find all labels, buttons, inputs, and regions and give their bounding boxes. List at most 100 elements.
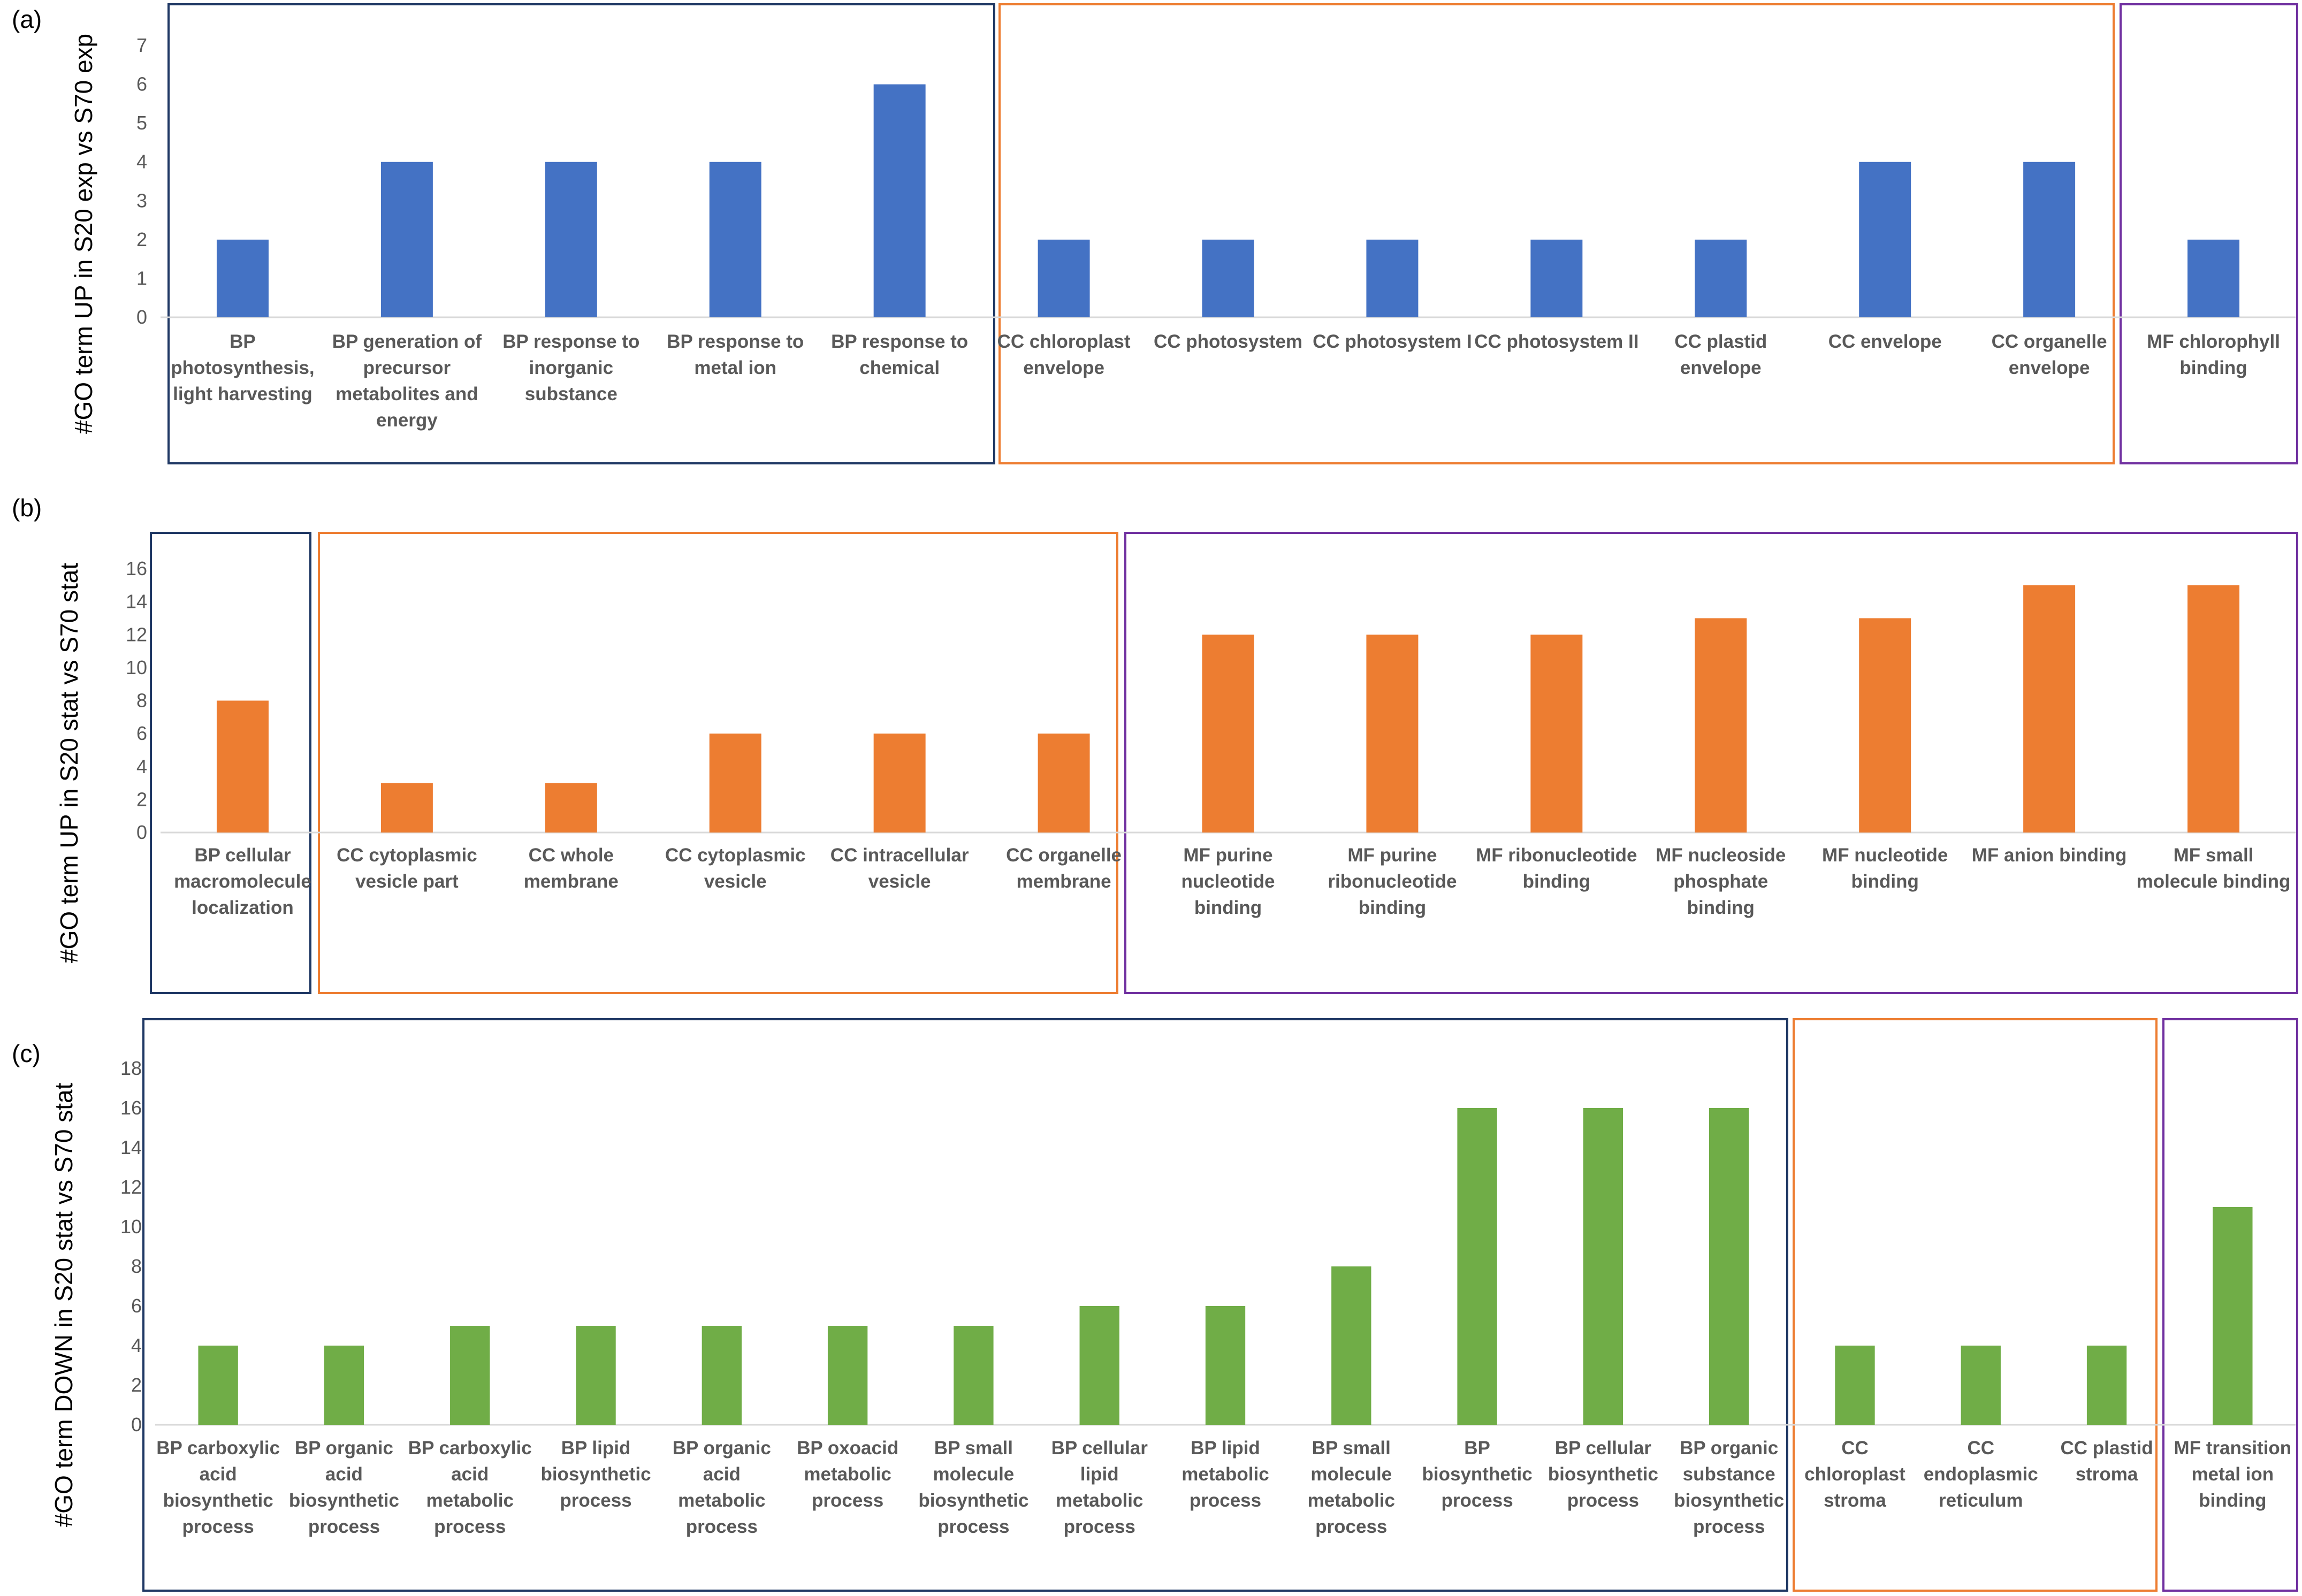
bar <box>1530 635 1583 833</box>
category-label: MF anion binding <box>1972 845 2127 866</box>
y-tick-label: 10 <box>126 656 147 678</box>
y-tick-label: 4 <box>136 151 147 173</box>
category-label: BP cellular macromolecule localization <box>174 845 311 918</box>
bar <box>2023 585 2076 833</box>
y-axis-title: #GO term DOWN in S20 stat vs S70 stat <box>50 1082 78 1527</box>
group-box-cc <box>998 3 2115 464</box>
panel-label: (a) <box>12 5 42 33</box>
y-tick-label: 1 <box>136 267 147 289</box>
bar <box>827 1326 868 1425</box>
category-label: CC plastid stroma <box>2061 1438 2153 1485</box>
bar <box>2023 162 2076 317</box>
y-axis-title: #GO term UP in S20 stat vs S70 stat <box>55 563 83 963</box>
bar <box>1835 1346 1875 1425</box>
category-label: MF purine nucleotide binding <box>1181 845 1275 918</box>
bar <box>709 734 761 833</box>
category-label: BP carboxylic acid metabolic process <box>408 1438 532 1537</box>
y-tick-label: 0 <box>136 306 147 328</box>
category-label: BP small molecule metabolic process <box>1308 1438 1395 1537</box>
group-box-cc <box>1793 1018 2158 1592</box>
bar <box>2187 239 2240 317</box>
category-label: BP carboxylic acid biosynthetic process <box>156 1438 280 1537</box>
bar <box>324 1346 364 1425</box>
y-tick-label: 0 <box>131 1414 142 1435</box>
y-tick-label: 16 <box>126 558 147 579</box>
bar <box>1530 239 1583 317</box>
category-label: MF small molecule binding <box>2137 845 2291 892</box>
y-tick-label: 16 <box>120 1097 142 1119</box>
y-tick-label: 4 <box>136 755 147 777</box>
group-box-bp <box>167 3 995 464</box>
y-tick-label: 8 <box>136 690 147 712</box>
group-box-bp <box>142 1018 1788 1592</box>
category-label: BP lipid biosynthetic process <box>540 1438 651 1511</box>
y-tick-label: 10 <box>120 1216 142 1238</box>
bar <box>216 239 269 317</box>
bar <box>2213 1207 2253 1425</box>
bar <box>1331 1266 1371 1425</box>
group-box-bp <box>150 532 311 994</box>
category-label: BP generation of precursor metabolites and… <box>332 331 482 431</box>
group-box-mf <box>2162 1018 2298 1592</box>
category-label: CC organelle membrane <box>1006 845 1122 892</box>
y-tick-label: 14 <box>126 591 147 613</box>
bar <box>1205 1306 1246 1425</box>
category-label: CC endoplasmic reticulum <box>1924 1438 2038 1511</box>
category-label: CC cytoplasmic vesicle part <box>337 845 477 892</box>
category-label: MF ribonucleotide binding <box>1476 845 1637 892</box>
category-label: CC envelope <box>1828 331 1942 352</box>
y-tick-label: 2 <box>136 788 147 810</box>
category-label: MF nucleoside phosphate binding <box>1656 845 1786 918</box>
bar <box>198 1346 238 1425</box>
category-label: CC plastid envelope <box>1674 331 1767 378</box>
y-tick-label: 3 <box>136 189 147 211</box>
bar <box>2086 1346 2127 1425</box>
bar <box>1079 1306 1119 1425</box>
category-label: BP photosynthesis, light harvesting <box>171 331 314 404</box>
y-tick-label: 6 <box>136 722 147 744</box>
group-box-mf <box>1124 532 2298 994</box>
bar <box>1859 162 1911 317</box>
bar <box>450 1326 490 1425</box>
bar <box>1366 239 1419 317</box>
category-label: CC cytoplasmic vesicle <box>665 845 806 892</box>
y-tick-label: 6 <box>131 1295 142 1317</box>
bar <box>380 783 433 833</box>
bar <box>1366 635 1419 833</box>
bar <box>1202 635 1254 833</box>
category-label: BP response to metal ion <box>667 331 804 378</box>
y-tick-label: 12 <box>120 1176 142 1198</box>
category-label: MF transition metal ion binding <box>2174 1438 2291 1511</box>
bar <box>2187 585 2240 833</box>
category-label: MF nucleotide binding <box>1822 845 1948 892</box>
y-tick-label: 7 <box>136 34 147 56</box>
bar <box>1695 239 1747 317</box>
bar <box>1961 1346 2001 1425</box>
category-label: MF chlorophyll binding <box>2147 331 2280 378</box>
y-tick-label: 14 <box>120 1136 142 1158</box>
category-label: BP biosynthetic process <box>1422 1438 1533 1511</box>
y-tick-label: 2 <box>136 228 147 250</box>
bar <box>1457 1108 1497 1425</box>
bar <box>1859 618 1911 833</box>
y-axis-title: #GO term UP in S20 exp vs S70 exp <box>70 34 97 434</box>
bar <box>1038 239 1090 317</box>
panel-label: (c) <box>12 1040 41 1067</box>
bar <box>873 84 926 318</box>
category-label: CC chloroplast envelope <box>997 331 1131 378</box>
panel-c: (c) 0 2 4 6 8 10 12 14 16 18 #GO term DOWN in S20 s… <box>12 1018 2298 1592</box>
category-label: BP oxoacid metabolic process <box>797 1438 898 1511</box>
category-label: CC photosystem <box>1154 331 1302 352</box>
group-box-mf <box>2120 3 2298 464</box>
category-label: BP lipid metabolic process <box>1182 1438 1269 1511</box>
category-label: BP organic substance biosynthetic process <box>1674 1438 1784 1537</box>
bar <box>576 1326 616 1425</box>
category-label: BP response to inorganic substance <box>502 331 639 404</box>
bar <box>702 1326 742 1425</box>
category-label: CC photosystem I <box>1313 331 1472 352</box>
bar <box>1202 239 1254 317</box>
bar <box>1583 1108 1623 1425</box>
y-tick-label: 0 <box>136 821 147 843</box>
panel-a: (a) 0 1 2 3 4 5 6 7 #GO term UP in S20 exp vs S70… <box>12 3 2298 464</box>
group-box-cc <box>318 532 1118 994</box>
